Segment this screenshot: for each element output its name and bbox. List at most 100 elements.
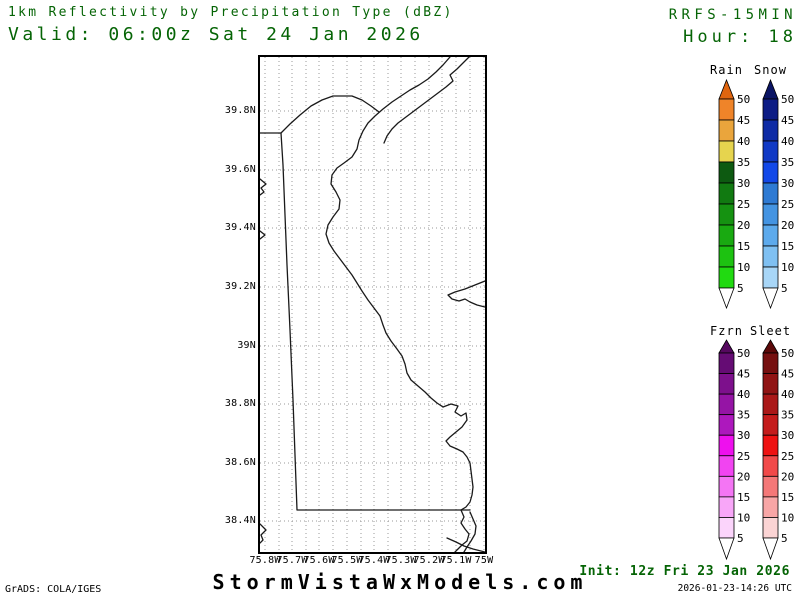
legend-sleet-value-label: 25 xyxy=(781,450,794,463)
lat-label-39N: 39N xyxy=(237,340,256,351)
legend-rain-value-label: 35 xyxy=(737,156,750,169)
legend-rain-value-label: 30 xyxy=(737,177,750,190)
legend-fzrn-value-label: 30 xyxy=(737,429,750,442)
legend-fzrn-segment xyxy=(718,352,735,374)
legend-rain-segment xyxy=(718,140,735,163)
legend-snow-segment xyxy=(762,119,779,142)
legend-fzrn-segment xyxy=(718,517,735,539)
map-outline-nj-bay-shore-dip xyxy=(447,280,485,308)
legend-rain-segment xyxy=(718,161,735,184)
map-outline-chesapeake-inlet-3 xyxy=(260,523,267,544)
legend-rain-top-arrow xyxy=(718,78,735,100)
legend-fzrn-value-label: 15 xyxy=(737,491,750,504)
legend-fzrn-value-label: 45 xyxy=(737,368,750,381)
legend-sleet-bottom-arrow xyxy=(762,537,779,561)
legend-sleet-segment xyxy=(762,455,779,477)
legend-sleet-top-arrow xyxy=(762,339,779,354)
legend-fzrn-segment xyxy=(718,373,735,395)
legend-snow-segment xyxy=(762,224,779,247)
legend-sleet-segment xyxy=(762,352,779,374)
forecast-hour: Hour: 18 xyxy=(683,27,797,47)
legend-fzrn-segment xyxy=(718,496,735,518)
legend-rain-segment xyxy=(718,119,735,142)
legend-fzrn-bottom-arrow xyxy=(718,537,735,561)
legend-snow-segment xyxy=(762,182,779,205)
legend-snow-segment xyxy=(762,161,779,184)
model-name: RRFS-15MIN xyxy=(668,7,797,23)
legend-sleet-value-label: 20 xyxy=(781,470,794,483)
legend-snow-title: Snow xyxy=(754,63,787,77)
legend-rain-bar: 50 45 40 35 30 25 20 15 10 5 xyxy=(718,78,750,310)
legend-rain-value-label: 25 xyxy=(737,198,750,211)
lat-label-38.4N: 38.4N xyxy=(224,515,256,526)
legend-snow-value-label: 10 xyxy=(781,261,794,274)
page-title: 1km Reflectivity by Precipitation Type (… xyxy=(8,5,454,20)
lon-label-75.8W: 75.8W xyxy=(249,555,281,566)
legend-snow-value-label: 30 xyxy=(781,177,794,190)
legend-rain-segment xyxy=(718,182,735,205)
legend-sleet-segment xyxy=(762,475,779,498)
map-outline-delaware-river-east-bank xyxy=(383,57,470,144)
legend-fzrn-value-label: 35 xyxy=(737,409,750,422)
map-outline-pa-de-arc-border xyxy=(280,95,380,134)
legend-snow-value-label: 25 xyxy=(781,198,794,211)
lon-label-75.3W: 75.3W xyxy=(385,555,417,566)
lon-label-75.4W: 75.4W xyxy=(358,555,390,566)
legend-fzrn-title: Fzrn xyxy=(710,324,743,338)
legend-rain-value-label: 50 xyxy=(737,93,750,106)
legend-snow-bar: 50 45 40 35 30 25 20 15 10 5 xyxy=(762,78,794,310)
legend-rain-segment xyxy=(718,203,735,226)
map-outline-md-de-west-and-south-border xyxy=(260,132,471,511)
legend-snow-value-label: 20 xyxy=(781,219,794,232)
render-timestamp: 2026-01-23-14:26 UTC xyxy=(677,583,792,594)
map-outline-atlantic-coast-below-border xyxy=(454,509,470,552)
legend-sleet-segment xyxy=(762,434,779,457)
map-frame xyxy=(258,55,487,554)
legend-rain-value-label: 10 xyxy=(737,261,750,274)
legend-snow-segment xyxy=(762,245,779,268)
lat-label-39.2N: 39.2N xyxy=(224,281,256,292)
lon-label-75.7W: 75.7W xyxy=(276,555,308,566)
legend-sleet-value-label: 30 xyxy=(781,429,794,442)
legend-sleet-title: Sleet xyxy=(749,324,792,338)
map-outline-cape-henlopen-and-inland-bays-coast xyxy=(442,403,474,511)
legend-sleet-value-label: 15 xyxy=(781,491,794,504)
legend-sleet-segment xyxy=(762,496,779,518)
lat-label-39.4N: 39.4N xyxy=(224,222,256,233)
lat-label-38.8N: 38.8N xyxy=(224,398,256,409)
legend-sleet-bar: 50 45 40 35 30 25 20 15 10 5 xyxy=(762,339,794,561)
legend-snow-segment xyxy=(762,203,779,226)
init-time: Init: 12z Fri 23 Jan 2026 xyxy=(579,564,790,579)
legend-fzrn-segment xyxy=(718,455,735,477)
legend-rain-value-label: 20 xyxy=(737,219,750,232)
legend-rain-segment xyxy=(718,266,735,289)
map-outline-chesapeake-inlet-2 xyxy=(260,230,266,240)
legend-fzrn-value-label: 50 xyxy=(737,347,750,360)
legend-sleet-value-label: 45 xyxy=(781,368,794,381)
legend-snow-value-label: 50 xyxy=(781,93,794,106)
legend-rain-value-label: 45 xyxy=(737,114,750,127)
legend-fzrn-segment xyxy=(718,393,735,416)
map-svg xyxy=(260,57,485,552)
legend-fzrn-top-arrow xyxy=(718,339,735,354)
legend-fzrn-segment xyxy=(718,414,735,436)
legend-rain-segment xyxy=(718,245,735,268)
lon-label-75.6W: 75.6W xyxy=(303,555,335,566)
legend-snow-value-label: 45 xyxy=(781,114,794,127)
map-outline-chesapeake-inlet-1 xyxy=(260,178,267,196)
legend-fzrn-segment xyxy=(718,475,735,498)
legend-fzrn-value-label: 10 xyxy=(737,511,750,524)
legend-sleet-value-label: 50 xyxy=(781,347,794,360)
legend-sleet-segment xyxy=(762,373,779,395)
lon-label-75.1W: 75.1W xyxy=(440,555,472,566)
lon-label-75.2W: 75.2W xyxy=(413,555,445,566)
lat-label-38.6N: 38.6N xyxy=(224,457,256,468)
lat-label-39.6N: 39.6N xyxy=(224,164,256,175)
legend-fzrn-bar: 50 45 40 35 30 25 20 15 10 5 xyxy=(718,339,750,561)
legend-rain-segment xyxy=(718,224,735,247)
legend-sleet-value-label: 35 xyxy=(781,409,794,422)
legend-snow-value-label: 5 xyxy=(781,282,788,295)
legend-sleet-segment xyxy=(762,517,779,539)
legend-snow-segment xyxy=(762,266,779,289)
legend-fzrn-segment xyxy=(718,434,735,457)
